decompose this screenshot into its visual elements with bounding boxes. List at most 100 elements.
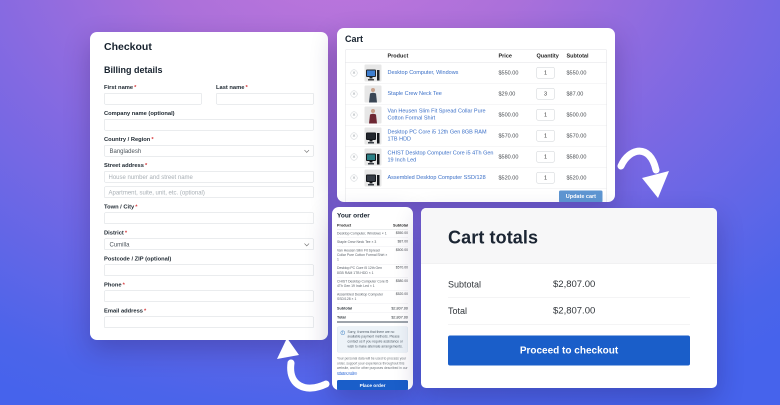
billing-details-heading: Billing details xyxy=(104,65,163,75)
total-row: Total $2,807.00 xyxy=(448,298,690,325)
checkout-panel: Checkout Billing details First name* Las… xyxy=(90,32,328,340)
column-price: Price xyxy=(498,53,512,59)
required-mark: * xyxy=(124,230,128,236)
your-order-heading: Your order xyxy=(337,211,370,220)
email-address-field[interactable] xyxy=(104,316,314,328)
tshirt-model-icon xyxy=(369,87,377,103)
your-order-panel: Your order Product Subtotal Desktop Comp… xyxy=(332,207,413,390)
required-mark: * xyxy=(151,136,154,143)
price-cell: $550.00 xyxy=(498,69,519,76)
product-thumbnail[interactable] xyxy=(364,127,382,145)
order-column-product: Product xyxy=(337,223,352,228)
quantity-input[interactable] xyxy=(536,109,555,121)
product-link[interactable]: Desktop Computer, Windows xyxy=(387,69,459,76)
assembled-desktop-icon xyxy=(366,174,380,186)
product-link[interactable]: CHIST Desktop Computer Core i5 4Th Gen 1… xyxy=(387,149,494,163)
street-address-field[interactable] xyxy=(104,171,314,183)
product-link[interactable]: Staple Crew Neck Tee xyxy=(387,90,442,97)
required-mark: * xyxy=(143,308,147,314)
total-value: $2,807.00 xyxy=(553,305,596,317)
district-select[interactable]: Cumilla xyxy=(104,238,314,250)
product-thumbnail[interactable] xyxy=(364,85,382,103)
remove-item-icon[interactable] xyxy=(350,132,358,140)
privacy-policy-link[interactable]: privacy policy xyxy=(337,371,357,375)
cart-panel: Cart Product Price Quantity Subtotal Des… xyxy=(337,28,615,202)
cart-table-footer: Update cart xyxy=(346,189,607,202)
remove-item-icon[interactable] xyxy=(350,111,358,119)
product-thumbnail[interactable] xyxy=(364,64,382,82)
required-mark: * xyxy=(135,204,138,210)
last-name-label: Last name* xyxy=(216,84,248,91)
order-item-row: Staple Crew Neck Tee × 3 $87.00 xyxy=(337,238,408,247)
price-cell: $520.00 xyxy=(498,174,519,181)
last-name-field[interactable] xyxy=(216,93,314,105)
order-item-row: Assembled Desktop Computer SSD/128 × 1 $… xyxy=(337,291,408,304)
cart-table-header: Product Price Quantity Subtotal xyxy=(345,50,607,63)
cart-table: Product Price Quantity Subtotal Desktop … xyxy=(345,49,607,202)
subtotal-cell: $550.00 xyxy=(566,69,587,76)
remove-item-icon[interactable] xyxy=(350,174,358,182)
email-address-label: Email address* xyxy=(104,308,147,314)
cart-totals-panel: Cart totals Subtotal $2,807.00 Total $2,… xyxy=(421,208,717,388)
privacy-policy-text: Your personal data will be used to proce… xyxy=(337,357,408,375)
table-row: Van Heusen Slim Fit Spread Collar Pure C… xyxy=(345,105,607,126)
company-name-field[interactable] xyxy=(104,119,314,131)
order-column-subtotal: Subtotal xyxy=(393,223,408,228)
order-total-row: Total $2,807.00 xyxy=(337,313,408,323)
product-link[interactable]: Desktop PC Core i5 12th Gen 8GB RAM 1TB … xyxy=(387,128,487,142)
place-order-button[interactable]: Place order xyxy=(337,380,408,390)
company-name-label: Company name (optional) xyxy=(104,110,175,117)
price-cell: $29.00 xyxy=(498,90,516,97)
desktop-computer-icon xyxy=(366,69,380,81)
remove-item-icon[interactable] xyxy=(350,153,358,161)
desktop-monitor-icon xyxy=(366,153,380,165)
product-link[interactable]: Van Heusen Slim Fit Spread Collar Pure C… xyxy=(387,107,486,121)
table-row: Staple Crew Neck Tee $29.00 $87.00 xyxy=(345,84,607,105)
country-selected-value: Bangladesh xyxy=(109,147,142,155)
price-cell: $580.00 xyxy=(498,153,519,160)
first-name-field[interactable] xyxy=(104,93,202,105)
order-item-row: Desktop Computer, Windows × 1 $550.00 xyxy=(337,230,408,239)
subtotal-cell: $500.00 xyxy=(566,111,587,118)
chevron-down-icon xyxy=(304,147,310,153)
town-city-field[interactable] xyxy=(104,212,314,224)
order-subtotal-row: Subtotal $2,807.00 xyxy=(337,304,408,313)
quantity-input[interactable] xyxy=(536,88,555,100)
price-cell: $500.00 xyxy=(498,111,519,118)
checkout-page-title: Checkout xyxy=(104,41,152,53)
quantity-input[interactable] xyxy=(536,130,555,142)
quantity-input[interactable] xyxy=(536,67,555,79)
payment-notice: Sorry, it seems that there are no availa… xyxy=(337,326,408,353)
update-cart-button[interactable]: Update cart xyxy=(559,190,603,202)
subtotal-value: $2,807.00 xyxy=(553,279,596,290)
country-select[interactable]: Bangladesh xyxy=(104,145,314,157)
remove-item-icon[interactable] xyxy=(350,90,358,98)
district-selected-value: Cumilla xyxy=(109,240,130,248)
town-city-label: Town / City* xyxy=(104,204,138,210)
district-label: District* xyxy=(104,230,128,236)
phone-field[interactable] xyxy=(104,290,314,302)
subtotal-row: Subtotal $2,807.00 xyxy=(448,272,690,298)
remove-item-icon[interactable] xyxy=(350,69,358,77)
info-icon xyxy=(340,330,345,335)
product-thumbnail[interactable] xyxy=(364,106,382,124)
quantity-input[interactable] xyxy=(536,172,555,184)
table-row: Desktop PC Core i5 12th Gen 8GB RAM 1TB … xyxy=(345,126,607,147)
table-row: Desktop Computer, Windows $550.00 $550.0… xyxy=(345,63,607,84)
product-link[interactable]: Assembled Desktop Computer SSD/128 xyxy=(387,174,486,181)
arrow-order-to-checkout-icon xyxy=(277,338,330,392)
apartment-field[interactable] xyxy=(104,186,314,198)
product-thumbnail[interactable] xyxy=(364,148,382,166)
subtotal-cell: $570.00 xyxy=(566,132,587,139)
product-thumbnail[interactable] xyxy=(364,169,382,187)
price-cell: $570.00 xyxy=(498,132,519,139)
table-row: Assembled Desktop Computer SSD/128 $520.… xyxy=(345,168,607,189)
proceed-to-checkout-button[interactable]: Proceed to checkout xyxy=(448,335,690,366)
subtotal-cell: $87.00 xyxy=(566,90,584,97)
subtotal-cell: $580.00 xyxy=(566,153,587,160)
quantity-input[interactable] xyxy=(536,151,555,163)
order-item-row: CHIST Desktop Computer Core i5 4Th Gen 1… xyxy=(337,278,408,291)
desktop-pc-icon xyxy=(366,132,380,144)
postcode-field[interactable] xyxy=(104,264,314,276)
